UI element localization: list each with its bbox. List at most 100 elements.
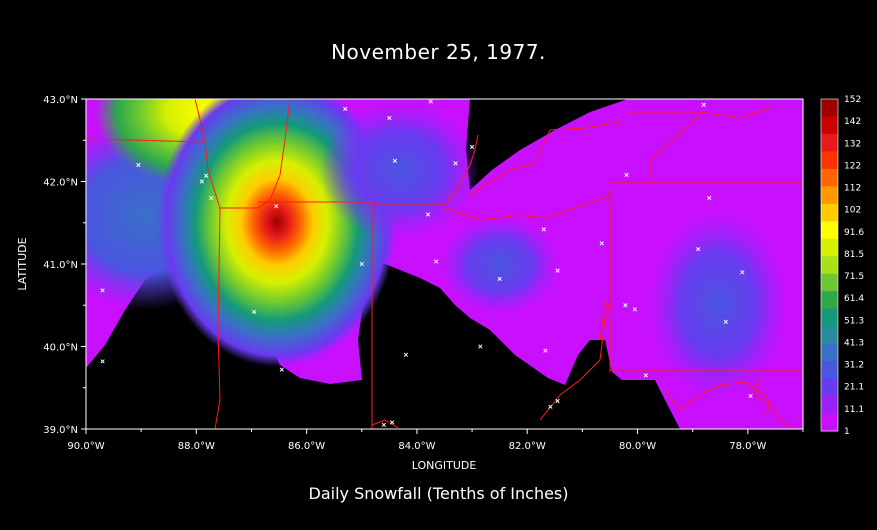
colorbar-label: 122 [844, 161, 861, 171]
station-marker [209, 195, 214, 201]
map-title: November 25, 1977. [331, 40, 546, 64]
x-tick-label: 86.0°W [288, 441, 325, 452]
station-marker [428, 99, 433, 104]
colorbar-swatch [821, 361, 838, 380]
station-marker [343, 106, 348, 112]
colorbar-swatch [821, 238, 838, 257]
contour-central [320, 100, 480, 240]
colorbar-label: 41.3 [844, 338, 864, 348]
contour-east-1 [440, 215, 560, 315]
lake-michigan-east-shore [238, 99, 291, 209]
colorbar-swatch [821, 116, 838, 135]
station-marker [599, 241, 604, 246]
boundaries [86, 99, 803, 429]
colorbar-swatch [821, 378, 838, 397]
lake-erie-shore-north [457, 134, 479, 189]
station-marker [469, 144, 475, 150]
y-axis-label: LATITUDE [16, 237, 29, 290]
station-marker [541, 227, 546, 232]
il-in-border [214, 207, 221, 429]
station-markers [100, 99, 753, 428]
station-marker [199, 179, 204, 184]
station-marker [740, 270, 745, 275]
colorbar-swatch [821, 133, 838, 152]
station-marker [555, 268, 560, 273]
station-marker [389, 420, 395, 425]
y-ticks: 43.0°N 42.0°N 41.0°N 40.0°N 39.0°N [43, 95, 86, 436]
station-marker [425, 212, 431, 217]
x-tick-label: 78.0°W [729, 441, 766, 452]
station-marker [279, 367, 284, 372]
x-tick-label: 84.0°W [398, 441, 435, 452]
colorbar-label: 21.1 [844, 383, 864, 393]
colorbar-label: 142 [844, 117, 861, 127]
colorbar-label: 51.3 [844, 316, 864, 326]
y-tick-label: 43.0°N [43, 95, 78, 106]
colorbar-swatch [821, 99, 838, 117]
station-marker [707, 195, 712, 201]
station-marker [359, 261, 364, 267]
station-marker [701, 102, 706, 107]
lake-michigan-west-shore [194, 99, 238, 209]
colorbar-label: 81.5 [844, 250, 864, 260]
station-marker [204, 173, 209, 178]
y-tick-label: 42.0°N [43, 178, 78, 189]
colorbar-label: 61.4 [844, 294, 864, 304]
md-wv-border [664, 381, 796, 429]
colorbar-label: 31.2 [844, 361, 864, 371]
station-marker [748, 393, 753, 399]
y-tick-label: 41.0°N [43, 260, 78, 271]
station-marker [497, 276, 502, 282]
x-axis-label: LONGITUDE [412, 459, 477, 472]
colorbar-label: 132 [844, 139, 861, 149]
colorbar-swatch [821, 221, 838, 240]
x-tick-label: 82.0°W [509, 441, 546, 452]
colorbar-label: 11.1 [844, 405, 864, 415]
station-marker [392, 158, 398, 164]
station-marker [252, 309, 257, 315]
lake-erie-north [469, 121, 621, 196]
map-caption: Daily Snowfall (Tenths of Inches) [308, 484, 569, 503]
y-tick-label: 39.0°N [43, 425, 78, 436]
colorbar-swatch [821, 256, 838, 275]
x-ticks: 90.0°W 88.0°W 86.0°W 84.0°W 82.0°W 80.0°W 78.0… [67, 429, 804, 452]
station-marker [387, 115, 392, 121]
station-marker [434, 259, 439, 264]
x-tick-label: 80.0°W [619, 441, 656, 452]
colorbar-swatch [821, 291, 838, 310]
ohio-river [371, 299, 611, 429]
colorbar-swatch [821, 168, 838, 187]
wi-il-border [86, 138, 206, 143]
station-marker [478, 344, 483, 349]
station-marker [403, 352, 409, 357]
station-marker [274, 204, 279, 209]
potomac [754, 377, 771, 419]
station-marker [632, 307, 637, 312]
colorbar-label: 1 [844, 427, 850, 437]
colorbar-swatch [821, 203, 838, 222]
contour-east-2 [648, 210, 788, 400]
colorbar-label: 112 [844, 184, 861, 194]
colorbar-swatch [821, 413, 838, 432]
colorbar-swatch [821, 396, 838, 415]
colorbar-swatch [821, 186, 838, 205]
station-marker [453, 161, 458, 166]
station-marker [543, 348, 548, 353]
station-marker [381, 422, 386, 428]
colorbar-swatch [821, 308, 838, 327]
station-marker [555, 398, 560, 404]
x-tick-label: 88.0°W [178, 441, 215, 452]
station-marker [100, 288, 105, 293]
station-marker [643, 373, 648, 378]
lake-ontario [628, 107, 771, 119]
colorbar-label: 71.5 [844, 272, 864, 282]
station-marker [624, 172, 629, 178]
station-marker [136, 162, 141, 168]
colorbar-label: 152 [844, 95, 861, 105]
station-marker [723, 319, 728, 324]
colorbar-swatch [821, 343, 838, 362]
colorbar-frame [820, 98, 839, 432]
y-tick-label: 40.0°N [43, 343, 78, 354]
colorbar: 152 142 132 122 112 102 91.6 81.5 71.5 61.4 51.3 41… [820, 95, 864, 437]
